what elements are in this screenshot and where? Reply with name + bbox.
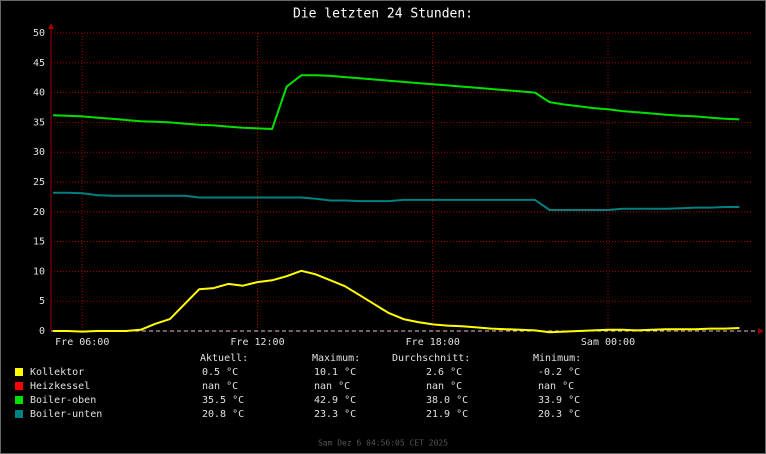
y-tick-label: 50 — [33, 28, 45, 39]
y-tick-label: 10 — [33, 266, 45, 277]
legend-swatch — [15, 410, 23, 418]
y-tick-label: 15 — [33, 237, 45, 248]
legend-swatch — [15, 368, 23, 376]
stats-header: Minimum: — [533, 353, 581, 364]
axis-arrow — [758, 328, 764, 334]
x-tick-label: Fre 18:00 — [406, 337, 460, 348]
y-tick-label: 20 — [33, 207, 45, 218]
legend-label: Boiler-oben — [30, 395, 96, 406]
stats-value: 38.0 °C — [426, 395, 468, 406]
stats-value: nan °C — [426, 381, 462, 392]
x-tick-label: Sam 00:00 — [581, 337, 635, 348]
stats-value: 0.5 °C — [202, 367, 238, 378]
series-line — [52, 74, 740, 130]
stats-value: 10.1 °C — [314, 367, 356, 378]
y-tick-label: 45 — [33, 58, 45, 69]
y-tick-label: 5 — [39, 296, 45, 307]
y-tick-label: 0 — [39, 326, 45, 337]
legend-label: Heizkessel — [30, 381, 90, 392]
series-line — [53, 191, 740, 211]
x-tick-label: Fre 06:00 — [55, 337, 109, 348]
stats-value: -0.2 °C — [538, 367, 580, 378]
footer: Sam Dez 6 04:56:05 CET 2025 — [318, 439, 448, 448]
stats-value: nan °C — [538, 381, 574, 392]
x-tick-label: Fre 12:00 — [230, 337, 284, 348]
stats-value: 42.9 °C — [314, 395, 356, 406]
y-tick-label: 35 — [33, 117, 45, 128]
stats-header: Maximum: — [312, 353, 360, 364]
stats-value: 2.6 °C — [426, 367, 462, 378]
stats-value: 20.8 °C — [202, 409, 244, 420]
stats-value: 20.3 °C — [538, 409, 580, 420]
stats-header: Durchschnitt: — [392, 353, 470, 364]
y-tick-label: 40 — [33, 88, 45, 99]
y-tick-label: 30 — [33, 147, 45, 158]
chart-title: Die letzten 24 Stunden: — [293, 7, 473, 22]
stats-value: nan °C — [314, 381, 350, 392]
legend-swatch — [15, 396, 23, 404]
stats-header: Aktuell: — [200, 353, 248, 364]
stats-value: 23.3 °C — [314, 409, 356, 420]
legend-label: Boiler-unten — [30, 409, 102, 420]
stats-value: 21.9 °C — [426, 409, 468, 420]
series-line — [53, 269, 740, 334]
axis-arrow — [48, 23, 54, 29]
stats-value: 33.9 °C — [538, 395, 580, 406]
legend-swatch — [15, 382, 23, 390]
stats-value: 35.5 °C — [202, 395, 244, 406]
legend-label: Kollektor — [30, 367, 84, 378]
y-tick-label: 25 — [33, 177, 45, 188]
stats-value: nan °C — [202, 381, 238, 392]
